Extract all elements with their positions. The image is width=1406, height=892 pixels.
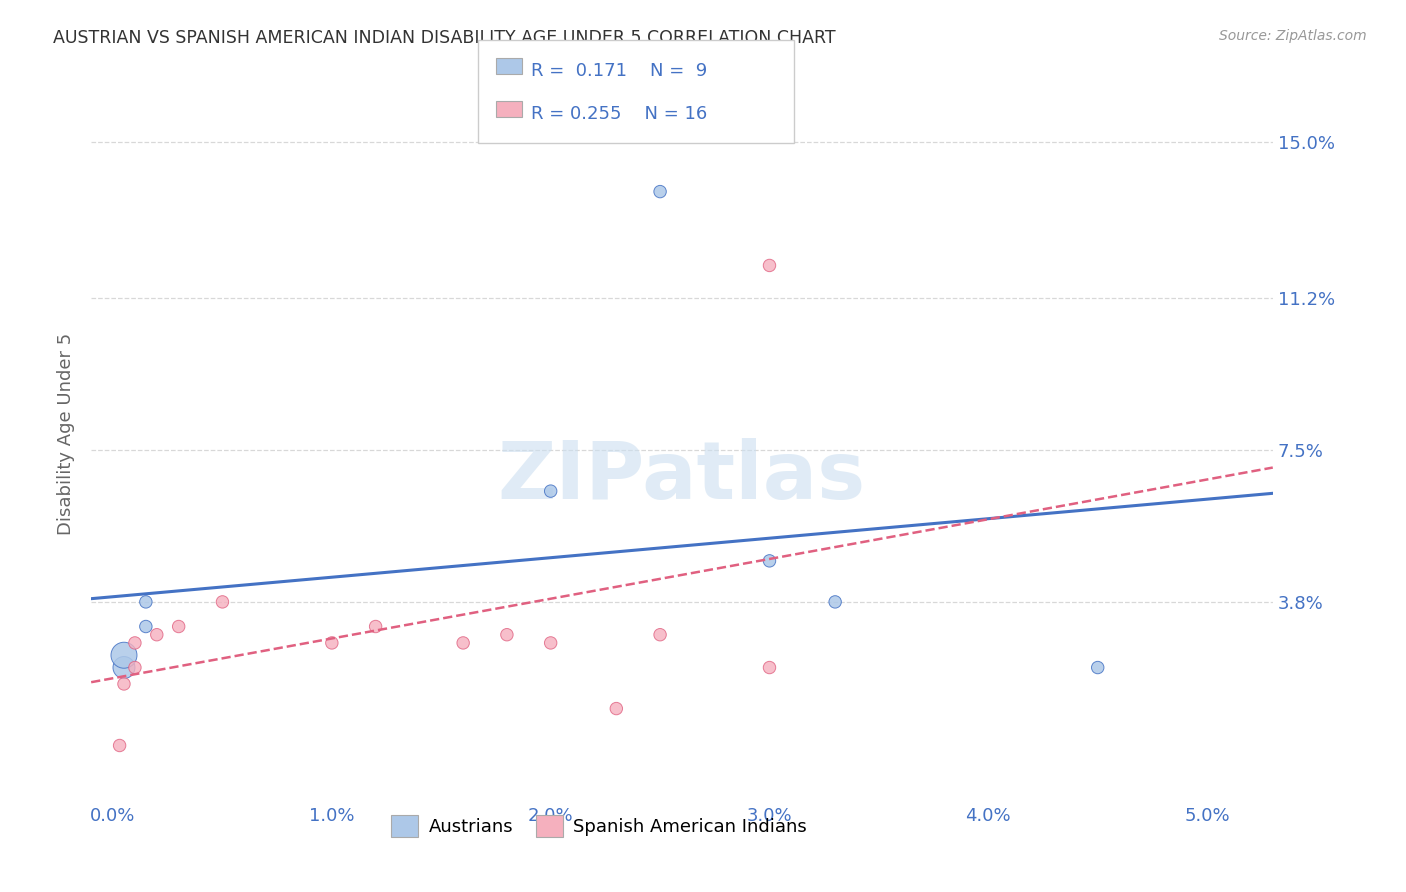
Point <box>211 595 233 609</box>
Y-axis label: Disability Age Under 5: Disability Age Under 5 <box>58 333 75 535</box>
Point <box>496 628 519 642</box>
Text: R =  0.171    N =  9: R = 0.171 N = 9 <box>531 62 707 80</box>
Point <box>758 660 780 674</box>
Text: Source: ZipAtlas.com: Source: ZipAtlas.com <box>1219 29 1367 43</box>
Text: AUSTRIAN VS SPANISH AMERICAN INDIAN DISABILITY AGE UNDER 5 CORRELATION CHART: AUSTRIAN VS SPANISH AMERICAN INDIAN DISA… <box>53 29 837 46</box>
Point <box>540 484 562 499</box>
Point <box>112 660 135 674</box>
Point <box>758 259 780 273</box>
Text: ZIPatlas: ZIPatlas <box>498 439 866 516</box>
Point <box>167 619 190 633</box>
Point <box>135 595 157 609</box>
Point <box>605 701 627 715</box>
Point <box>1087 660 1109 674</box>
Legend: Austrians, Spanish American Indians: Austrians, Spanish American Indians <box>384 808 814 845</box>
Point <box>135 619 157 633</box>
Point <box>146 628 169 642</box>
Point <box>648 628 671 642</box>
Point <box>648 185 671 199</box>
Point <box>758 554 780 568</box>
Point <box>321 636 343 650</box>
Point <box>364 619 387 633</box>
Point <box>451 636 474 650</box>
Point <box>124 636 146 650</box>
Point <box>112 648 135 663</box>
Text: R = 0.255    N = 16: R = 0.255 N = 16 <box>531 105 707 123</box>
Point <box>540 636 562 650</box>
Point <box>108 739 131 753</box>
Point <box>112 677 135 691</box>
Point <box>824 595 846 609</box>
Point <box>124 660 146 674</box>
